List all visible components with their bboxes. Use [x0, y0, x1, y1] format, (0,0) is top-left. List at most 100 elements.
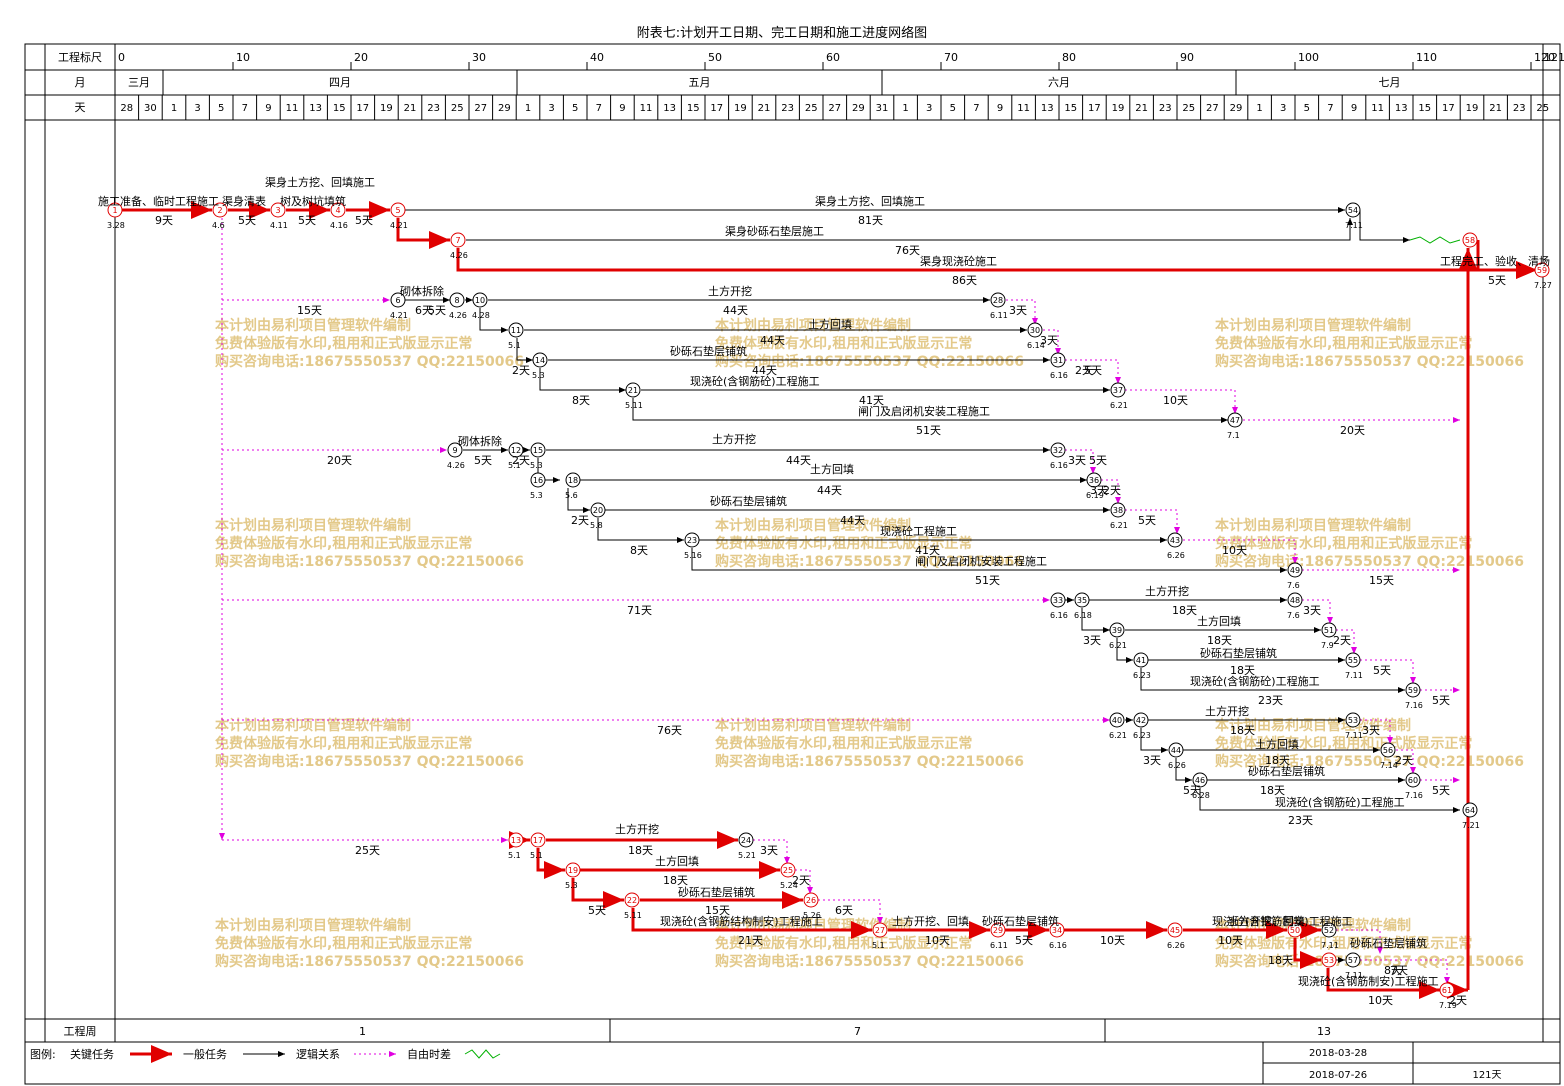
node-55: 557.11 [1345, 652, 1363, 680]
node-date: 6.18 [1074, 611, 1092, 620]
day-label: 天 [75, 101, 86, 114]
link-35-39 [1081, 608, 1110, 633]
day-label: 7 [242, 103, 248, 114]
node-circle [1321, 922, 1337, 938]
node-15: 155.3 [530, 442, 546, 470]
duration-label: 71天 [627, 604, 652, 617]
node-24: 245.21 [738, 832, 756, 860]
day-label: 9 [265, 103, 271, 114]
link-36-38 [1101, 479, 1121, 504]
day-label: 17 [1442, 103, 1455, 114]
node-id: 15 [533, 446, 543, 455]
duration-label: 86天 [952, 274, 977, 287]
node-circle [1133, 652, 1149, 668]
link-54-58 [1359, 210, 1410, 243]
node-date: 5.3 [530, 461, 543, 470]
duration-label: 8天 [630, 544, 648, 557]
task-label: 渠身土方挖、回填施工 [815, 194, 925, 208]
node-circle [803, 892, 819, 908]
node-id: 59 [1408, 686, 1418, 695]
scale-tick-label: 110 [1416, 51, 1437, 64]
node-34: 346.16 [1049, 922, 1067, 950]
task-label: 砂砾石垫层铺筑 [678, 885, 755, 899]
node-id: 49 [1290, 566, 1300, 575]
node-circle [1110, 502, 1126, 518]
duration-label: 25天 [355, 844, 380, 857]
week-label: 1 [359, 1025, 366, 1038]
watermark-text: 免费体验版有水印,租用和正式版显示正常 [1215, 935, 1472, 952]
link-18-20 [567, 488, 590, 513]
duration-label: 18天 [1230, 664, 1255, 677]
duration-label: 3天 [1303, 604, 1321, 617]
node-id: 40 [1112, 716, 1122, 725]
duration-label: 76天 [657, 724, 682, 737]
link-44-46 [1175, 758, 1192, 783]
duration-label: 21天 [738, 934, 763, 947]
duration-label: 5天 [474, 454, 492, 467]
watermark-text: 本计划由易利项目管理软件编制 [215, 317, 411, 334]
node-28: 286.11 [990, 292, 1008, 320]
node-date: 5.26 [803, 911, 821, 920]
link-17-19 [536, 848, 565, 879]
node-date: 7.11 [1345, 731, 1363, 740]
duration-label: 3天 [760, 844, 778, 857]
node-date: 4.26 [449, 311, 467, 320]
duration-label: 7天 [1390, 964, 1408, 977]
node-circle [1027, 322, 1043, 338]
duration-label: 5天 [1138, 514, 1156, 527]
month-label: 月 [75, 76, 86, 89]
link-53b-61 [1326, 968, 1440, 999]
link-56-60 [1396, 749, 1416, 774]
node-12: 125.1 [508, 442, 524, 470]
node-id: 9 [452, 446, 457, 455]
node-date: 4.21 [390, 311, 408, 320]
task-label: 现浇砼工程施工 [880, 525, 957, 538]
day-label: 17 [1088, 103, 1101, 114]
link-50-53b [1293, 938, 1321, 969]
task-label: 闸门及启闭机安装工程施工 [858, 404, 990, 418]
duration-label: 6天 [415, 304, 433, 317]
node-32: 326.16 [1050, 442, 1068, 470]
node-57: 577.11 [1345, 952, 1363, 980]
node-date: 6.16 [1050, 371, 1068, 380]
link-14-21 [539, 368, 626, 393]
node-circle [1321, 622, 1337, 638]
node-circle [1462, 802, 1478, 818]
task-label: 现浇砼(含钢筋制安)工程施工 [1212, 914, 1353, 928]
day-label: 29 [852, 103, 865, 114]
node-id: 57 [1348, 956, 1358, 965]
day-label: 19 [380, 103, 393, 114]
day-label: 25 [1182, 103, 1195, 114]
duration-label: 8天 [1384, 964, 1402, 977]
node-id: 53 [1324, 956, 1334, 965]
watermark-text: 免费体验版有水印,租用和正式版显示正常 [715, 535, 972, 552]
duration-label: 6天 [835, 904, 853, 917]
task-label: 砂砾石垫层铺筑 [1248, 764, 1325, 778]
node-date: 5.1 [508, 341, 521, 350]
node-circle [1534, 262, 1550, 278]
node-date: 6.23 [1133, 731, 1151, 740]
node-id: 61 [1442, 986, 1452, 995]
node-id: 28 [993, 296, 1003, 305]
node-id: 30 [1030, 326, 1040, 335]
node-circle [1109, 622, 1125, 638]
duration-label: 15天 [297, 304, 322, 317]
node-26: 265.26 [803, 892, 821, 920]
task-label: 工程完工、验收、清场 [1440, 254, 1550, 268]
node-date: 3.28 [107, 221, 125, 230]
link-24-25 [753, 839, 790, 864]
legend: 图例: 关键任务 一般任务 逻辑关系 自由时差 2018-03-28 2018-07-26 1… [30, 1042, 1560, 1084]
node-circle [1050, 442, 1066, 458]
node-40: 406.21 [1109, 712, 1127, 740]
task-label: 土方开挖 [615, 822, 659, 836]
node-date: 6.16 [1050, 611, 1068, 620]
node-circle [738, 832, 754, 848]
node-29: 296.11 [990, 922, 1008, 950]
scale-tick-label: 120 [1534, 51, 1555, 64]
node-14: 145.3 [532, 352, 548, 380]
day-label: 11 [286, 103, 299, 114]
duration-label: 5天 [355, 214, 373, 227]
node-circle [1049, 922, 1065, 938]
day-label: 15 [333, 103, 346, 114]
node-51: 517.9 [1321, 622, 1337, 650]
